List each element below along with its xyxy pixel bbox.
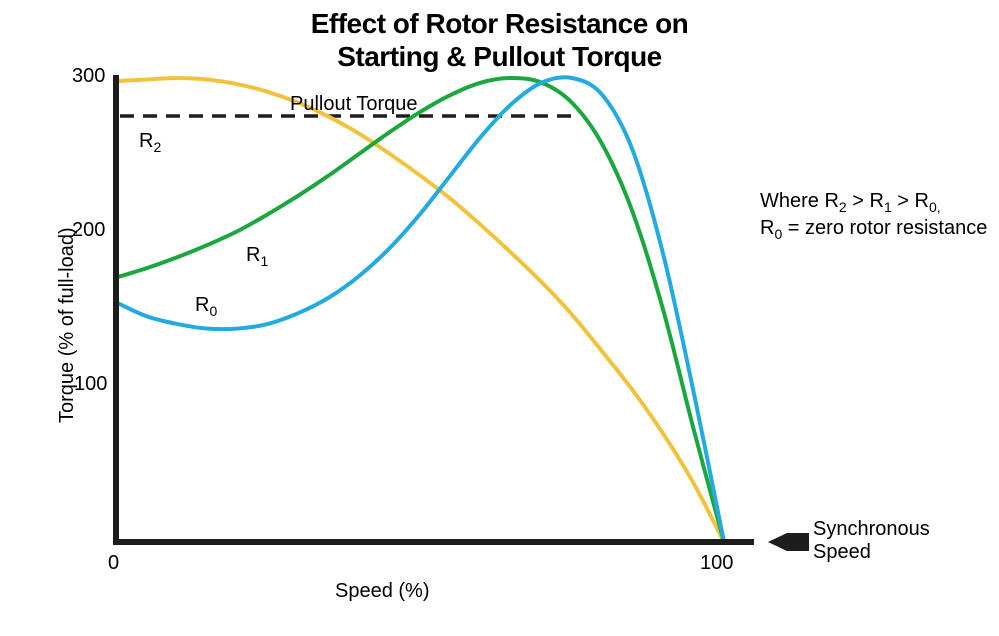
x-tick-100: 100 bbox=[700, 552, 733, 575]
legend-line1: Where R2 > R1 > R0, bbox=[760, 188, 941, 217]
series-r2-label: R2 bbox=[139, 130, 161, 155]
legend-line2: R0 = zero rotor resistance bbox=[760, 215, 987, 244]
synchronous-speed-arrow bbox=[768, 533, 809, 551]
synchronous-speed-line1: Synchronous bbox=[813, 518, 930, 541]
y-tick-300: 300 bbox=[72, 65, 105, 88]
y-tick-200: 200 bbox=[72, 219, 105, 242]
x-tick-0: 0 bbox=[108, 552, 119, 575]
synchronous-speed-line2: Speed bbox=[813, 541, 871, 564]
x-axis-label: Speed (%) bbox=[335, 580, 430, 603]
y-tick-100: 100 bbox=[74, 373, 107, 396]
series-r1-label: R1 bbox=[246, 244, 268, 269]
figure-root: { "chart": { "type": "line", "title_line… bbox=[0, 0, 999, 636]
chart-title-line2: Starting & Pullout Torque bbox=[0, 41, 999, 73]
chart-title-line1: Effect of Rotor Resistance on bbox=[0, 8, 999, 40]
pullout-torque-label: Pullout Torque bbox=[290, 93, 418, 116]
series-r0-label: R0 bbox=[195, 294, 217, 319]
